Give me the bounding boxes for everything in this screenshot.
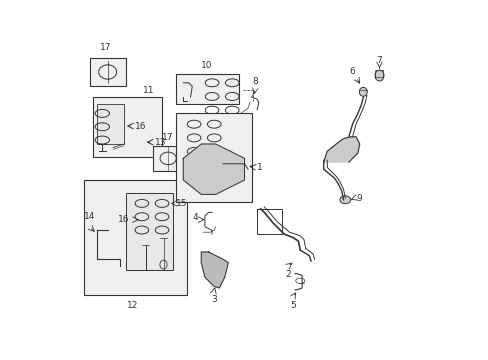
Text: 6: 6: [349, 67, 355, 76]
Text: 8: 8: [252, 77, 258, 86]
Ellipse shape: [339, 196, 350, 204]
Polygon shape: [201, 252, 228, 288]
Text: 13: 13: [154, 138, 165, 147]
Bar: [97, 104, 123, 144]
Bar: [257, 209, 282, 234]
Text: 3: 3: [211, 295, 216, 304]
Ellipse shape: [374, 70, 383, 81]
Text: 1: 1: [257, 163, 263, 172]
Text: 7: 7: [376, 56, 382, 65]
Polygon shape: [323, 137, 359, 162]
Bar: [176, 113, 251, 202]
Polygon shape: [183, 144, 244, 194]
Text: 4: 4: [192, 213, 197, 222]
Text: 16: 16: [118, 215, 129, 224]
Bar: [84, 180, 186, 295]
Bar: [89, 58, 125, 86]
Bar: [93, 97, 162, 157]
Text: 11: 11: [143, 86, 155, 95]
Text: 17: 17: [162, 133, 174, 142]
Bar: [152, 146, 183, 171]
Text: 14: 14: [84, 212, 95, 221]
Text: 5: 5: [290, 301, 295, 310]
Text: 16: 16: [134, 122, 146, 131]
Text: 12: 12: [127, 301, 138, 310]
Text: 2: 2: [285, 270, 290, 279]
Text: 15: 15: [176, 199, 187, 208]
Ellipse shape: [359, 87, 366, 96]
Text: 10: 10: [201, 61, 212, 70]
Text: 9: 9: [355, 194, 361, 202]
Text: 17: 17: [100, 43, 111, 52]
Bar: [125, 193, 172, 270]
Bar: [176, 74, 239, 104]
